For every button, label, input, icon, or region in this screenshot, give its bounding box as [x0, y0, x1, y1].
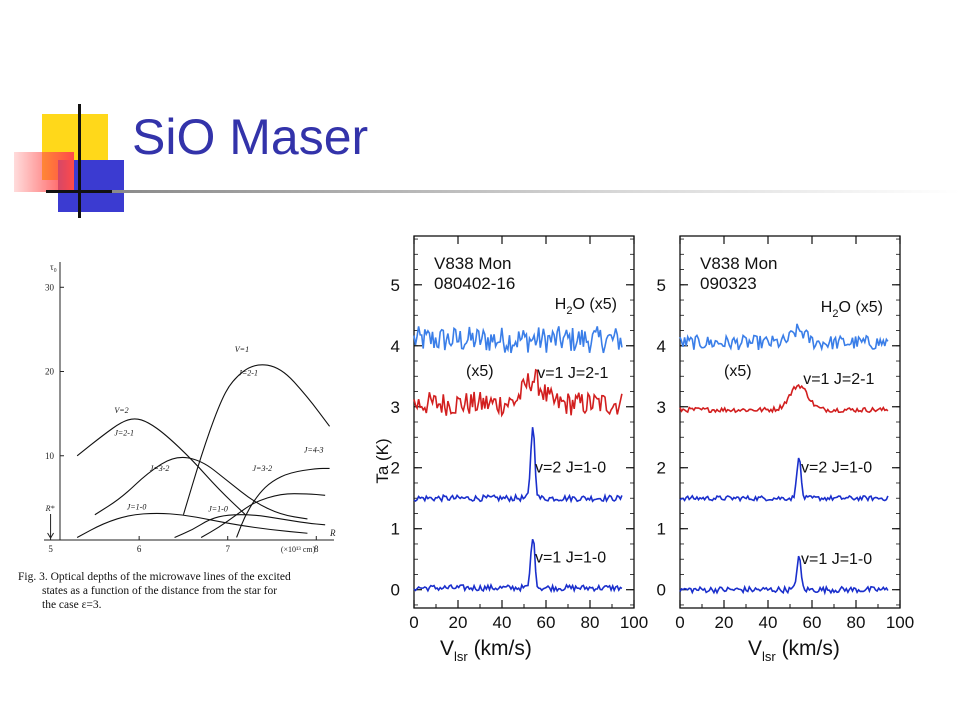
y-tick-label: 5 — [657, 276, 666, 295]
y-tick-label: 0 — [657, 581, 666, 600]
x-tick-label: 20 — [449, 613, 468, 632]
optical-depth-figure: 5 6 7 8 10 20 30 τ₀ R (×10¹³ cm) R* V=1 J=2-1 V=2 J=2-… — [18, 262, 336, 611]
x-tick-label: 80 — [847, 613, 866, 632]
y-tick-label: 4 — [657, 337, 666, 356]
left-y-label: τ₀ — [50, 262, 57, 272]
y-tick-label: 1 — [657, 520, 666, 539]
deco-horizontal-line — [46, 190, 126, 193]
caption-line-2: states as a function of the distance fro… — [42, 585, 277, 597]
curve-label-6: J=3-2 — [150, 464, 170, 473]
x-axis-label-right: Vlsr (km/s) — [748, 637, 840, 664]
curve-label-2: J=2-1 — [238, 369, 258, 378]
curve-label-3: V=2 — [114, 406, 128, 415]
spectrum-line-4 — [413, 538, 623, 594]
left-y-tick-label: 30 — [45, 282, 55, 292]
optical-depth-curve-3 — [94, 456, 308, 520]
spectrum-line-1 — [679, 323, 889, 352]
spectrum-label-2: v=1 J=2-1 — [803, 371, 874, 388]
left-y-tick-label: 10 — [45, 451, 55, 461]
y-axis-label: Ta (K) — [373, 438, 392, 483]
spectrum-line-3 — [679, 457, 889, 503]
left-x-tick-label: 5 — [48, 544, 53, 554]
deco-vertical-line — [78, 104, 81, 218]
spectrum-label-4: v=1 J=1-0 — [535, 549, 606, 566]
spectrum-line-2 — [413, 368, 623, 418]
spectrum-line-1 — [413, 326, 623, 354]
left-x-tick-label: 6 — [137, 544, 142, 554]
caption-line-3: the case ε=3. — [42, 599, 102, 611]
y-tick-label: 0 — [391, 581, 400, 600]
x-tick-label: 60 — [803, 613, 822, 632]
curve-label-8: J=1-0 — [127, 503, 147, 512]
curve-label-5: J=4-3 — [304, 445, 324, 454]
source-name: V838 Mon — [434, 254, 512, 273]
slide-title: SiO Maser — [132, 109, 369, 165]
spectrum-line-4 — [679, 555, 889, 596]
curve-label-4: J=2-1 — [114, 429, 134, 438]
x-tick-label: 20 — [715, 613, 734, 632]
y-tick-label: 1 — [391, 520, 400, 539]
source-name: V838 Mon — [700, 254, 778, 273]
x-axis-label-left: Vlsr (km/s) — [440, 637, 532, 664]
rstar-label: R* — [45, 504, 55, 513]
caption-line-1: Fig. 3. Optical depths of the microwave … — [18, 571, 291, 583]
x5-label-right: (x5) — [724, 363, 752, 380]
spectrum-label-4: v=1 J=1-0 — [801, 551, 872, 568]
optical-depth-curve-2 — [182, 364, 331, 515]
left-x-tick-label: 7 — [225, 544, 230, 554]
x-tick-label: 0 — [409, 613, 418, 632]
optical-depth-plot: 5 6 7 8 10 20 30 τ₀ R (×10¹³ cm) R* V=1 J=2-1 V=2 J=2-… — [44, 262, 336, 554]
observation-date: 080402-16 — [434, 274, 515, 293]
left-x-label: R — [329, 528, 336, 538]
y-tick-label: 2 — [657, 459, 666, 478]
observation-date: 090323 — [700, 274, 757, 293]
curve-label-1: V=1 — [235, 345, 249, 354]
spectrum-line-2 — [679, 383, 889, 414]
deco-red-square — [14, 152, 74, 192]
optical-depth-curve-5 — [236, 467, 330, 538]
y-tick-label: 5 — [391, 276, 400, 295]
left-x-unit: (×10¹³ cm) — [281, 545, 316, 554]
optical-depth-curve-4 — [200, 493, 326, 538]
left-y-tick-label: 20 — [45, 367, 55, 377]
x-tick-label: 40 — [759, 613, 778, 632]
curve-label-9: J=1-0 — [208, 504, 228, 513]
y-tick-label: 2 — [391, 459, 400, 478]
rstar-arrow — [47, 532, 55, 539]
optical-depth-curve-7 — [174, 514, 326, 538]
optical-depth-curve-6 — [76, 512, 308, 538]
spectrum-label-1: H2O (x5) — [555, 296, 617, 317]
x-tick-label: 0 — [675, 613, 684, 632]
title-rule — [112, 190, 960, 193]
spectrum-line-3 — [413, 427, 623, 504]
x-tick-label: 60 — [537, 613, 556, 632]
y-tick-label: 3 — [657, 398, 666, 417]
y-tick-label: 3 — [391, 398, 400, 417]
x-tick-label: 100 — [620, 613, 648, 632]
y-tick-label: 4 — [391, 337, 400, 356]
spectrum-label-3: v=2 J=1-0 — [801, 460, 872, 477]
curve-label-7: J=3-2 — [253, 464, 273, 473]
x-tick-label: 80 — [581, 613, 600, 632]
spectrum-label-2: v=1 J=2-1 — [537, 365, 608, 382]
x-tick-label: 40 — [493, 613, 512, 632]
optical-depth-curve-1 — [76, 418, 246, 516]
spectrum-label-1: H2O (x5) — [821, 299, 883, 320]
x5-label-left: (x5) — [466, 363, 494, 380]
left-x-tick-label: 8 — [314, 544, 319, 554]
spectrum-label-3: v=2 J=1-0 — [535, 460, 606, 477]
x-tick-label: 100 — [886, 613, 914, 632]
